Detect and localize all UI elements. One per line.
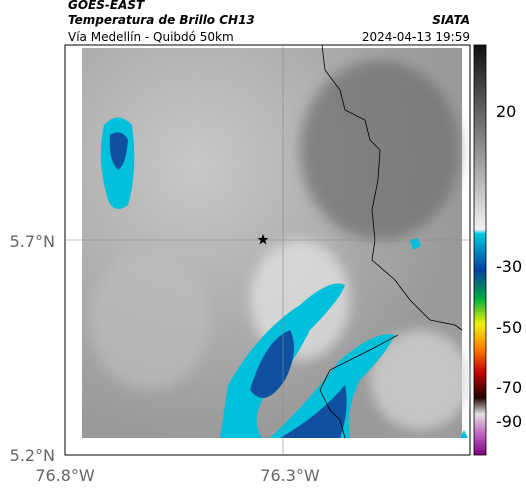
source-label: SIATA: [432, 13, 470, 27]
colorbar: [473, 44, 487, 456]
brightness-image: [82, 48, 470, 438]
borders: [319, 44, 463, 439]
lon-label: 76.3°W: [260, 466, 320, 485]
route-label: Vía Medellín - Quibdó 50km: [68, 30, 234, 44]
colorbar-label: 20: [496, 102, 516, 121]
colorbar-label: -30: [496, 257, 522, 276]
product-title: Temperatura de Brillo CH13: [68, 13, 255, 27]
timestamp: 2024-04-13 19:59: [362, 30, 470, 44]
lat-label: 5.7°N: [10, 232, 55, 251]
lat-label: 5.2°N: [10, 446, 55, 465]
colorbar-labels: 20 -30 -50 -70 -90: [496, 102, 522, 431]
colorbar-label: -70: [496, 378, 522, 397]
lon-label: 76.8°W: [35, 466, 95, 485]
location-marker: [257, 234, 269, 245]
satellite-title: GOES-EAST: [68, 0, 145, 12]
colorbar-label: -90: [496, 412, 522, 431]
colorbar-label: -50: [496, 318, 522, 337]
